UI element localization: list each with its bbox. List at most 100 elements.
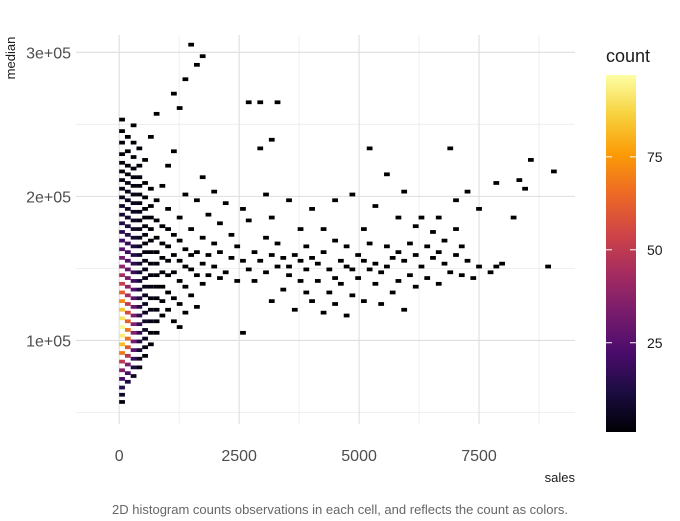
histogram-cell <box>147 296 154 301</box>
x-tick-label: 0 <box>115 448 124 465</box>
histogram-cell <box>194 304 200 309</box>
histogram-cell <box>136 218 143 223</box>
histogram-cell <box>136 313 143 318</box>
histogram-cell <box>522 186 528 191</box>
histogram-cell <box>119 333 125 338</box>
histogram-cell <box>147 204 154 208</box>
x-axis: 0 2500 5000 7500 <box>115 448 497 465</box>
histogram-cell <box>516 178 523 182</box>
histogram-cell <box>124 353 131 358</box>
histogram-cell <box>124 224 131 229</box>
histogram-cell <box>124 302 131 306</box>
y-axis-title: median <box>3 37 18 80</box>
histogram-cell <box>119 290 125 295</box>
histogram-cell <box>119 273 125 278</box>
histogram-cell <box>136 270 143 275</box>
histogram-cell <box>119 351 125 355</box>
histogram-cell <box>119 230 125 234</box>
histogram-cell <box>119 299 125 303</box>
histogram-cell <box>130 192 137 197</box>
histogram-cell <box>435 281 442 286</box>
histogram-cell <box>401 258 408 263</box>
histogram-cell <box>119 385 125 390</box>
histogram-cell <box>130 348 137 352</box>
histogram-cell <box>309 256 315 260</box>
histogram-cell <box>217 250 223 254</box>
histogram-cell <box>130 339 137 344</box>
histogram-cell <box>257 146 264 151</box>
x-tick-label: 7500 <box>461 448 497 465</box>
histogram-cell <box>407 241 413 246</box>
histogram-cell <box>366 146 373 151</box>
histogram-cell <box>171 270 177 275</box>
histogram-cell <box>372 204 379 208</box>
histogram-cell <box>349 267 356 272</box>
histogram-cell <box>119 204 125 208</box>
histogram-cell <box>142 319 148 324</box>
histogram-cell <box>147 215 154 220</box>
histogram-cell <box>119 169 125 174</box>
histogram-cell <box>124 198 131 203</box>
histogram-cell <box>320 227 327 231</box>
histogram-cell <box>268 215 275 220</box>
histogram-cell <box>130 183 137 188</box>
chart: 0 2500 5000 7500 1e+05 2e+05 3e+05 sales medi… <box>3 35 663 485</box>
histogram-cell <box>142 250 148 254</box>
histogram-cell <box>119 368 125 373</box>
histogram-cell <box>199 175 206 180</box>
histogram-cell <box>165 258 171 263</box>
histogram-cell <box>147 284 154 289</box>
histogram-cell <box>124 172 131 177</box>
histogram-cell <box>165 290 171 295</box>
x-tick-label: 2500 <box>221 448 257 465</box>
histogram-cell <box>188 293 195 298</box>
histogram-cell <box>412 284 419 289</box>
histogram-cell <box>176 325 183 329</box>
histogram-cell <box>124 267 131 272</box>
histogram-cell <box>366 267 373 272</box>
histogram-cell <box>464 189 471 194</box>
histogram-cell <box>136 175 143 180</box>
histogram-cell <box>286 273 292 278</box>
histogram-cell <box>124 371 131 376</box>
histogram-cell <box>119 140 125 145</box>
histogram-cell <box>332 198 338 203</box>
histogram-cell <box>119 307 125 312</box>
histogram-cell <box>153 261 160 266</box>
histogram-cell <box>153 198 160 203</box>
histogram-cell <box>142 181 148 185</box>
histogram-cell <box>337 258 344 263</box>
histogram-cell <box>142 345 148 350</box>
histogram-cell <box>314 279 321 283</box>
histogram-cell <box>147 273 154 278</box>
histogram-cell <box>194 198 200 203</box>
histogram-cell <box>119 359 125 364</box>
histogram-cell <box>130 227 137 231</box>
histogram-cell <box>130 356 137 361</box>
histogram-cell <box>124 258 131 263</box>
histogram-cell <box>136 146 143 151</box>
histogram-cell <box>441 261 448 266</box>
histogram-cell <box>245 218 252 223</box>
histogram-cell <box>130 155 137 159</box>
histogram-cell <box>119 264 125 269</box>
histogram-cell <box>418 215 425 220</box>
histogram-cell <box>188 227 195 231</box>
histogram-cell <box>297 279 304 283</box>
histogram-cell <box>136 330 143 335</box>
histogram-cell <box>171 232 177 237</box>
legend-title: count <box>606 46 650 66</box>
histogram-cell <box>176 106 183 110</box>
histogram-cell <box>182 77 189 82</box>
histogram-cell <box>136 201 143 206</box>
histogram-cell <box>378 302 385 306</box>
histogram-cell <box>320 250 327 254</box>
histogram-cell <box>361 258 367 263</box>
histogram-cell <box>297 227 304 231</box>
histogram-cells <box>119 42 557 404</box>
histogram-cell <box>119 342 125 347</box>
histogram-cell <box>124 134 131 139</box>
histogram-cell <box>119 316 125 321</box>
histogram-cell <box>217 221 223 226</box>
histogram-cell <box>136 261 143 266</box>
